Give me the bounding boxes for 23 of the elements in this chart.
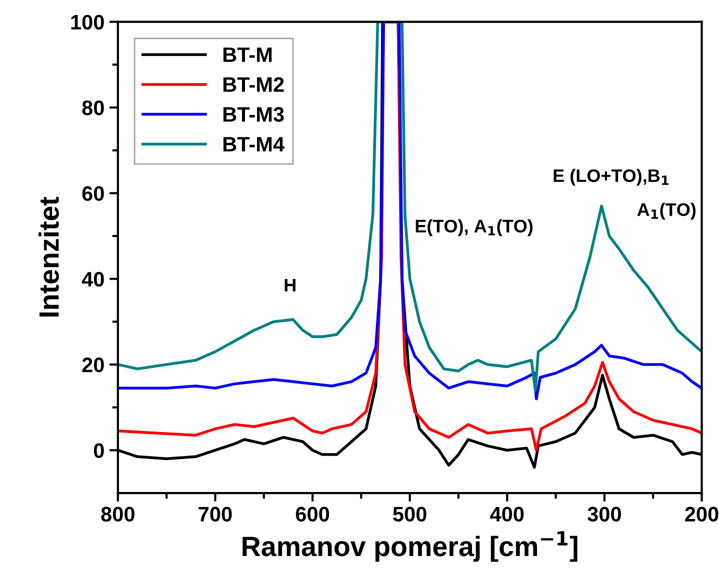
y-axis-title: Intenzitet xyxy=(38,196,59,317)
y-tick-label: 100 xyxy=(71,14,104,30)
annotation: E(TO), A$_{1}$(TO) xyxy=(416,219,533,236)
legend-label: BT-M3 xyxy=(223,107,284,122)
x-tick-label: 200 xyxy=(685,506,718,522)
y-tick-label: 20 xyxy=(82,358,104,372)
x-tick-label: 800 xyxy=(101,506,134,522)
annotation: H xyxy=(284,278,296,292)
annotation: E (LO+TO),B$_{1}$ xyxy=(554,168,668,186)
y-tick-label: 80 xyxy=(82,100,104,116)
legend-label: BT-M xyxy=(223,48,272,62)
x-tick-label: 300 xyxy=(588,506,621,522)
x-tick-label: 400 xyxy=(490,506,524,522)
x-axis-title: Ramanov pomeraj [cm$^{−1}$] xyxy=(242,531,578,562)
x-tick-label: 500 xyxy=(393,506,426,522)
legend-label: BT-M2 xyxy=(223,77,284,92)
y-tick-label: 40 xyxy=(82,272,104,287)
annotation: A$_{1}$(TO) xyxy=(637,202,696,220)
legend-label: BT-M4 xyxy=(223,137,284,152)
x-tick-label: 600 xyxy=(296,506,330,522)
x-tick-label: 700 xyxy=(198,506,232,522)
y-tick-label: 0 xyxy=(94,443,104,458)
y-tick-label: 60 xyxy=(82,186,104,201)
